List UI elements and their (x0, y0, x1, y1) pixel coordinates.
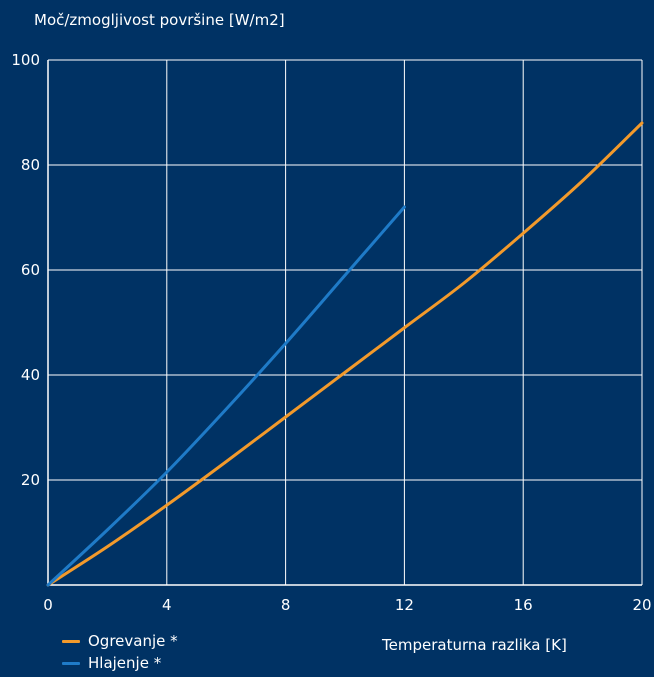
legend: Ogrevanje * Hlajenje * (62, 630, 178, 674)
legend-label-cooling: Hlajenje * (88, 654, 162, 672)
x-tick-label-16: 16 (514, 596, 533, 614)
legend-swatch-cooling (62, 661, 80, 665)
y-tick-label-80: 80 (21, 156, 40, 174)
x-tick-label-20: 20 (632, 596, 651, 614)
x-axis-label: Temperaturna razlika [K] (382, 636, 567, 654)
y-axis-label: Moč/zmogljivost površine [W/m2] (34, 11, 285, 29)
y-tick-label-20: 20 (21, 471, 40, 489)
x-tick-label-4: 4 (162, 596, 172, 614)
series-line-cooling (46, 205, 406, 587)
legend-swatch-heating (62, 639, 80, 643)
legend-label-heating: Ogrevanje * (88, 632, 178, 650)
legend-item-heating: Ogrevanje * (62, 630, 178, 652)
legend-item-cooling: Hlajenje * (62, 652, 178, 674)
y-tick-label-40: 40 (21, 366, 40, 384)
x-tick-label-8: 8 (281, 596, 291, 614)
y-tick-label-100: 100 (11, 51, 40, 69)
y-tick-label-60: 60 (21, 261, 40, 279)
x-tick-label-0: 0 (43, 596, 53, 614)
series-line-heating (46, 121, 644, 587)
x-tick-label-12: 12 (395, 596, 414, 614)
